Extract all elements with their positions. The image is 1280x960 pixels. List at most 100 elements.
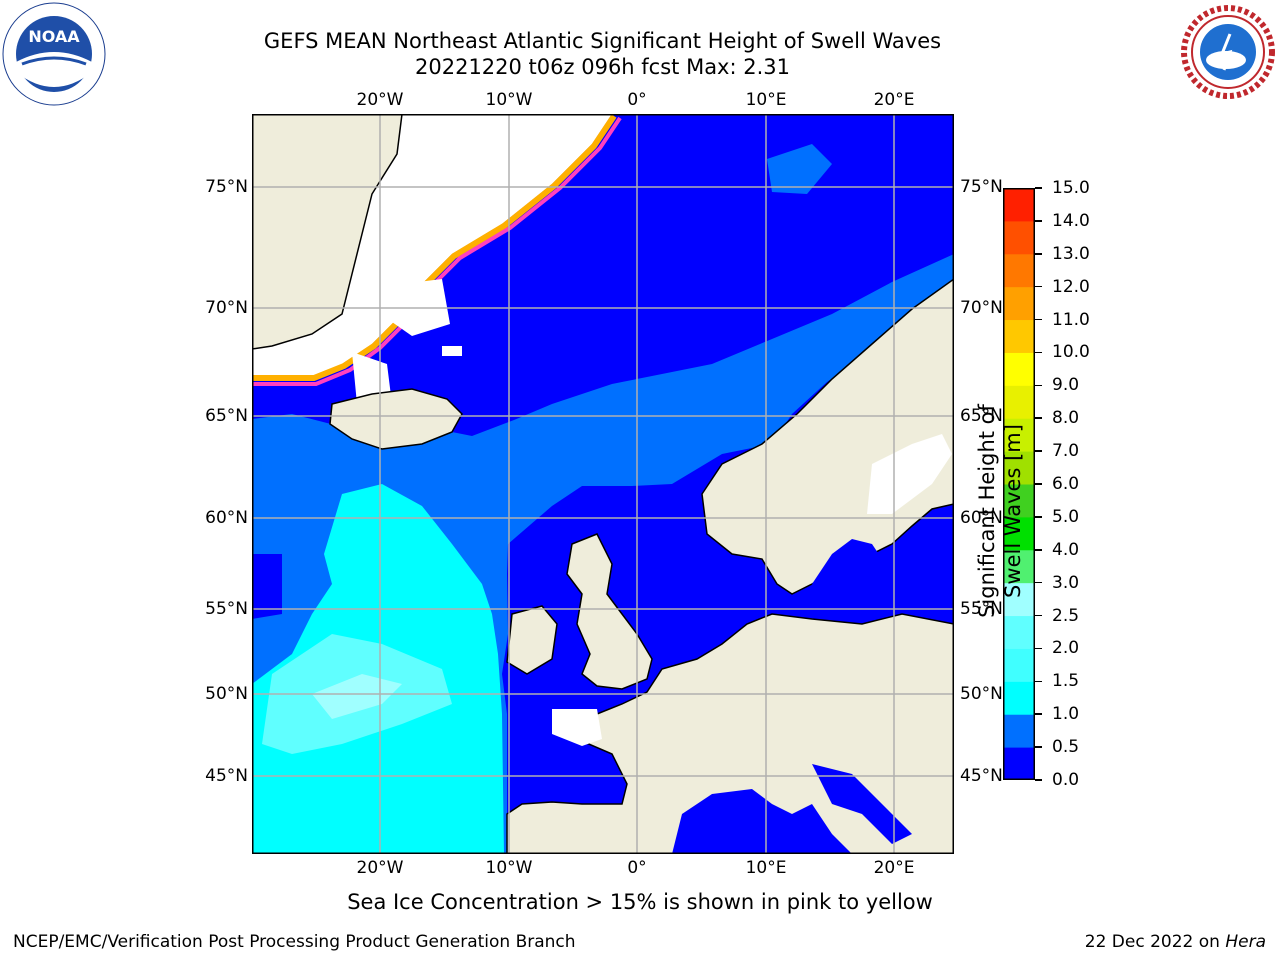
colorbar-tick-label: 11.0: [1052, 309, 1090, 330]
colorbar-tick-label: 0.5: [1052, 737, 1080, 758]
colorbar-tick-label: 1.5: [1052, 671, 1080, 692]
colorbar-tick-mark: [1035, 483, 1042, 485]
colorbar-segment: [1003, 418, 1035, 452]
colorbar-frame: [1003, 188, 1035, 780]
noaa-logo-text: NOAA: [28, 27, 80, 46]
nws-logo: [1178, 2, 1278, 102]
colorbar-tick-mark: [1035, 318, 1042, 321]
graticule: [252, 114, 954, 854]
colorbar-tick-label: 3.0: [1052, 572, 1080, 593]
lat-tick-left-50: 50°N: [205, 684, 248, 704]
footer-left: NCEP/EMC/Verification Post Processing Pr…: [13, 932, 576, 952]
footer-date: 22 Dec 2022 on: [1084, 932, 1226, 952]
lat-tick-left-75: 75°N: [205, 177, 248, 197]
colorbar-tick-mark: [1035, 450, 1042, 452]
noaa-logo: NOAA: [2, 2, 106, 106]
colorbar-tick-mark: [1035, 384, 1042, 387]
colorbar-tick-label: 8.0: [1052, 408, 1080, 429]
lat-tick-right-55: 55°N: [960, 599, 1003, 619]
colorbar-tick-label: 0.0: [1052, 770, 1080, 790]
colorbar-segment: [1003, 220, 1035, 255]
lon-tick-top-10e: 10°E: [745, 90, 787, 110]
colorbar-tick-label: 2.5: [1052, 605, 1080, 626]
colorbar-tick-mark: [1035, 779, 1042, 781]
lon-tick-top-10w: 10°W: [485, 90, 533, 110]
lat-tick-right-60: 60°N: [960, 508, 1003, 528]
footer-host: Hera: [1225, 932, 1266, 952]
colorbar-segment: [1003, 385, 1035, 419]
colorbar-tick-mark: [1035, 581, 1042, 584]
land-iceland: [329, 388, 463, 450]
land-scandinavia: [701, 278, 954, 595]
colorbar-tick-mark: [1035, 647, 1042, 650]
sea-ice-caption: Sea Ice Concentration > 15% is shown in …: [347, 890, 933, 914]
colorbar-tick-mark: [1035, 253, 1042, 255]
footer-right: 22 Dec 2022 on Hera: [1085, 932, 1266, 952]
colorbar-segment: [1003, 681, 1035, 715]
colorbar-tick-mark: [1035, 285, 1042, 288]
colorbar-segment: [1003, 648, 1035, 682]
lat-tick-right-75: 75°N: [960, 177, 1003, 197]
colorbar-tick-mark: [1035, 516, 1042, 518]
colorbar-tick-label: 5.0: [1052, 506, 1080, 527]
colorbar-tick-label: 12.0: [1052, 276, 1090, 297]
colorbar-segment: [1003, 253, 1035, 288]
map-svg: [252, 114, 954, 854]
colorbar-tick-mark: [1035, 417, 1042, 419]
colorbar-segment: [1003, 352, 1035, 386]
lon-tick-bottom-0: 0°: [627, 858, 647, 878]
colorbar-tick-label: 10.0: [1052, 342, 1090, 363]
colorbar-tick-label: 13.0: [1052, 243, 1090, 264]
lat-tick-right-70: 70°N: [960, 298, 1003, 318]
colorbar-segment: [1003, 615, 1035, 649]
lat-tick-right-65: 65°N: [960, 406, 1003, 426]
colorbar-segment: [1003, 714, 1035, 748]
lon-tick-bottom-20e: 20°E: [873, 858, 915, 878]
colorbar-segment: [1003, 582, 1035, 617]
colorbar-segment: [1003, 319, 1035, 353]
colorbar-tick-label: 14.0: [1052, 210, 1090, 231]
chart-title: GEFS MEAN Northeast Atlantic Significant…: [263, 29, 942, 53]
lon-tick-bottom-10e: 10°E: [745, 858, 787, 878]
colorbar-tick-mark: [1035, 614, 1042, 617]
lon-tick-bottom-10w: 10°W: [485, 858, 533, 878]
lon-tick-top-0: 0°: [627, 90, 647, 110]
colorbar-segment: [1003, 747, 1035, 781]
colorbar-tick-label: 6.0: [1052, 474, 1080, 494]
colorbar-tick-label: 4.0: [1052, 539, 1080, 560]
colorbar-tick-label: 7.0: [1052, 441, 1080, 462]
lat-tick-right-45: 45°N: [960, 766, 1003, 786]
colorbar-svg: [1003, 188, 1035, 781]
colorbar-segment: [1003, 286, 1035, 321]
colorbar-tick-label: 15.0: [1052, 178, 1090, 198]
colorbar-tick-mark: [1035, 549, 1042, 551]
lat-tick-left-60: 60°N: [205, 508, 248, 528]
colorbar-tick-mark: [1035, 351, 1042, 354]
lat-tick-left-65: 65°N: [205, 406, 248, 426]
colorbar-segment: [1003, 188, 1035, 222]
map-panel: [252, 114, 954, 854]
colorbar-tick-mark: [1035, 746, 1042, 748]
colorbar-segment: [1003, 484, 1035, 518]
colorbar-segment: [1003, 549, 1035, 584]
lon-tick-top-20e: 20°E: [873, 90, 915, 110]
colorbar-tick-mark: [1035, 680, 1042, 683]
colorbar-tick-label: 2.0: [1052, 638, 1080, 659]
colorbar-segment: [1003, 451, 1035, 485]
swell-region-norwegian: [767, 144, 832, 194]
lat-tick-left-45: 45°N: [205, 766, 248, 786]
land-greenland: [252, 114, 403, 350]
lat-tick-left-55: 55°N: [205, 599, 248, 619]
colorbar-tick-mark: [1035, 220, 1042, 222]
colorbar-tick-mark: [1035, 713, 1042, 715]
lat-tick-right-50: 50°N: [960, 684, 1003, 704]
lat-tick-left-70: 70°N: [205, 298, 248, 318]
map-frame: [252, 114, 954, 854]
lon-tick-bottom-20w: 20°W: [356, 858, 404, 878]
colorbar-tick-mark: [1035, 187, 1042, 189]
lon-tick-top-20w: 20°W: [356, 90, 404, 110]
colorbar: [1003, 188, 1035, 781]
colorbar-segment: [1003, 516, 1035, 551]
colorbar-tick-label: 1.0: [1052, 704, 1080, 725]
colorbar-title: Significant Height of Swell Waves [m]: [975, 404, 1025, 618]
